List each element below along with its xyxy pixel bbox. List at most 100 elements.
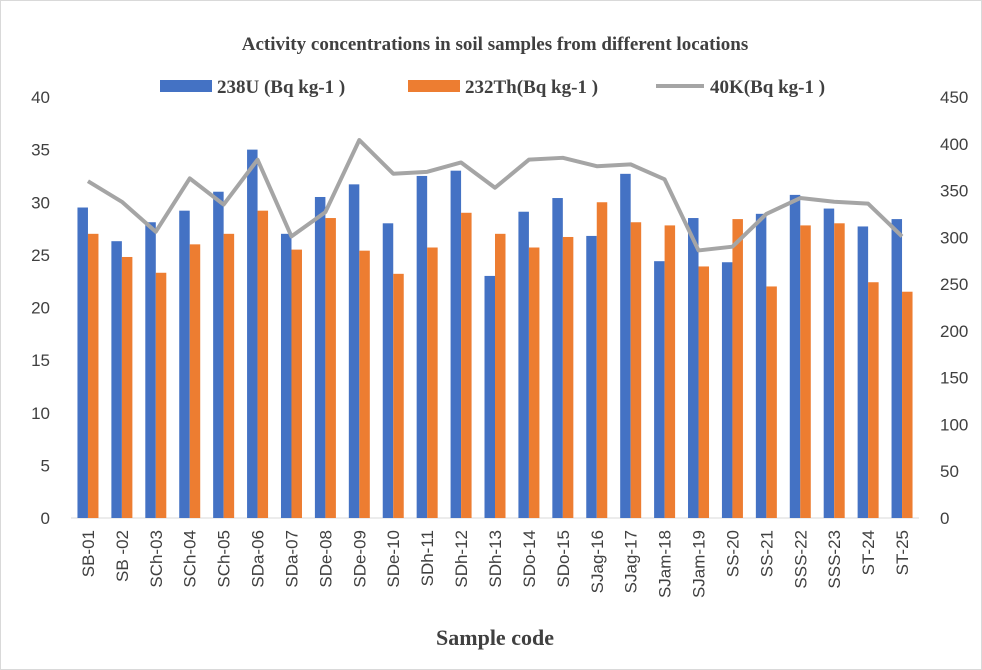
x-tick-label: SS-21 [757,530,776,577]
y2-tick-label: 0 [940,509,949,528]
bar [596,202,608,518]
bar [145,222,156,518]
legend-label: 238U (Bq kg-1 ) [217,77,345,98]
bar [280,233,292,518]
x-tick-label: SDo-14 [520,530,539,588]
y-tick-label: 25 [31,246,50,265]
bar [800,225,811,518]
bar [382,223,394,519]
bar [902,291,913,518]
x-tick-label: SJag-16 [588,530,607,593]
bar [664,225,676,518]
bar [562,236,574,519]
bar [721,262,733,518]
y2-tick-label: 100 [940,415,968,434]
bar [325,218,336,518]
bar [416,175,428,518]
x-tick-label: SB -02 [113,530,132,582]
legend-label: 40K(Bq kg-1 ) [710,77,825,98]
bar [427,247,438,518]
line-series [86,138,904,253]
x-tick-label: SJam-18 [656,530,675,598]
y-tick-label: 30 [31,193,50,212]
bar [630,222,642,518]
y2-tick-label: 350 [940,182,968,201]
bar [891,219,903,518]
bar [348,184,360,519]
y-tick-label: 15 [31,351,50,370]
y2-tick-label: 300 [940,228,968,247]
x-axis-title: Sample code [436,625,554,650]
bar [688,218,699,518]
bar [111,241,122,518]
x-tick-label: SDe-09 [350,530,369,588]
y-tick-label: 20 [31,299,50,318]
y-tick-label: 40 [31,88,50,107]
y2-tick-label: 50 [940,462,959,481]
x-tick-label: SJag-17 [622,530,641,593]
bar [121,256,133,518]
x-tick-label: SDh-12 [452,530,471,588]
bar [518,211,529,518]
bar [654,261,665,518]
x-tick-label: ST-24 [859,530,878,575]
bar [766,286,777,518]
x-tick-label: SSS-23 [825,530,844,589]
legend-label: 232Th(Bq kg-1 ) [465,77,598,98]
x-tick-label: SDa-06 [249,530,268,588]
bar [552,198,563,519]
bar [359,250,370,519]
x-tick-label: SDe-08 [316,530,335,588]
bar [393,273,404,518]
x-tick-label: SB-01 [79,530,98,577]
legend-swatch [408,80,460,92]
x-tick-label: SDh-11 [418,530,437,586]
y-tick-label: 5 [41,456,50,475]
y2-tick-label: 400 [940,135,968,154]
bar [868,282,879,518]
bar [698,266,710,518]
chart-title: Activity concentrations in soil samples … [242,34,748,55]
bar [213,191,224,518]
y2-tick-label: 150 [940,369,968,388]
bar [155,272,167,518]
bar [87,233,99,518]
bar [755,213,767,518]
bar [484,275,495,518]
y-tick-label: 0 [41,509,50,528]
bar [291,249,302,519]
bar [732,219,743,518]
x-tick-label: SJam-19 [690,530,709,598]
y-tick-label: 35 [31,141,50,160]
bar [179,210,190,519]
x-tick-label: SDo-15 [554,530,573,588]
bar [620,173,631,518]
x-tick-label: SCh-04 [181,530,200,588]
x-tick-label: ST-25 [893,530,912,575]
bar [857,226,869,518]
bar [314,196,326,519]
x-tick-label: SCh-05 [215,530,234,588]
bar [823,208,835,518]
bar [223,233,235,518]
bar [247,149,258,518]
bar [495,233,506,518]
x-tick-label: SDh-13 [486,530,505,588]
y2-tick-label: 250 [940,275,968,294]
y-tick-label: 10 [31,404,50,423]
bar [257,210,269,519]
bar [586,235,597,518]
x-tick-label: SDe-10 [384,530,403,588]
bar [834,223,845,519]
x-tick-label: SDa-07 [282,530,301,588]
bar [189,244,201,518]
x-tick-label: SSS-22 [791,530,810,589]
bar [77,207,88,518]
bar [789,194,801,518]
legend-swatch [160,80,212,92]
y2-tick-label: 200 [940,322,968,341]
bar [528,247,540,518]
bar [461,212,472,518]
x-tick-label: SCh-03 [147,530,166,588]
